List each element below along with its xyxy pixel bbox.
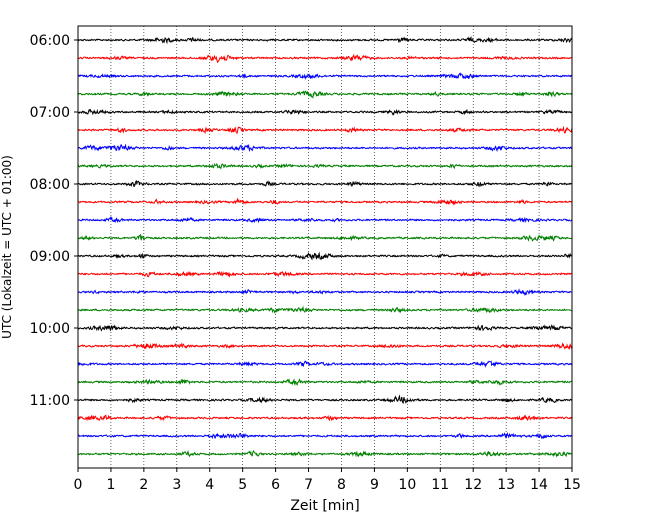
trace-line: [77, 108, 573, 116]
trace-line: [77, 143, 573, 153]
x-tick-label: 10: [398, 477, 416, 493]
trace-line: [77, 35, 573, 45]
x-tick-label: 7: [304, 477, 313, 493]
y-tick-label: 09:00: [30, 249, 70, 265]
y-tick-label: 11:00: [30, 393, 70, 409]
trace-line: [77, 288, 573, 297]
trace-line: [77, 180, 573, 188]
x-tick-label: 0: [74, 477, 83, 493]
plot-frame: [77, 25, 573, 469]
seismic-traces: [77, 35, 573, 458]
x-tick-label: 9: [370, 477, 379, 493]
trace-line: [77, 324, 573, 332]
trace-line: [77, 72, 573, 81]
x-tick-label: 5: [238, 477, 247, 493]
x-tick-label: 6: [271, 477, 280, 493]
trace-line: [77, 449, 573, 458]
x-tick-label: 3: [172, 477, 181, 493]
trace-line: [77, 251, 573, 261]
x-tick-label: 13: [497, 477, 515, 493]
trace-line: [77, 125, 573, 135]
trace-line: [77, 90, 573, 99]
y-axis-label: UTC (Lokalzeit = UTC + 01:00): [0, 155, 14, 339]
x-tick-label: 14: [530, 477, 548, 493]
trace-line: [77, 394, 573, 405]
trace-line: [77, 432, 573, 440]
y-tick-label: 07:00: [30, 105, 70, 121]
trace-line: [77, 378, 573, 387]
trace-line: [77, 414, 573, 422]
x-axis-label: Zeit [min]: [290, 498, 359, 514]
x-tick-label: 1: [106, 477, 115, 493]
x-tick-label: 11: [431, 477, 449, 493]
x-tick-label: 8: [337, 477, 346, 493]
trace-line: [77, 342, 573, 351]
x-tick-label: 4: [205, 477, 214, 493]
x-tick-label: 12: [464, 477, 482, 493]
trace-line: [77, 360, 573, 369]
trace-line: [77, 216, 573, 224]
y-tick-label: 10:00: [30, 321, 70, 337]
trace-line: [77, 197, 573, 206]
vertical-grid-lines: [110, 26, 540, 468]
trace-line: [77, 53, 573, 64]
x-tick-label: 15: [563, 477, 581, 493]
y-tick-label: 08:00: [30, 177, 70, 193]
trace-line: [77, 270, 573, 278]
y-axis-ticks: 06:00 07:00 08:00 09:00 10:00 11:00: [30, 33, 78, 409]
x-axis-ticks: 0 1 2 3 4 5 6 7 8 9 10 11 12 13 14 15: [74, 468, 581, 493]
x-tick-label: 2: [139, 477, 148, 493]
trace-line: [77, 162, 573, 170]
trace-line: [77, 233, 573, 242]
y-tick-label: 06:00: [30, 33, 70, 49]
trace-line: [77, 305, 573, 315]
